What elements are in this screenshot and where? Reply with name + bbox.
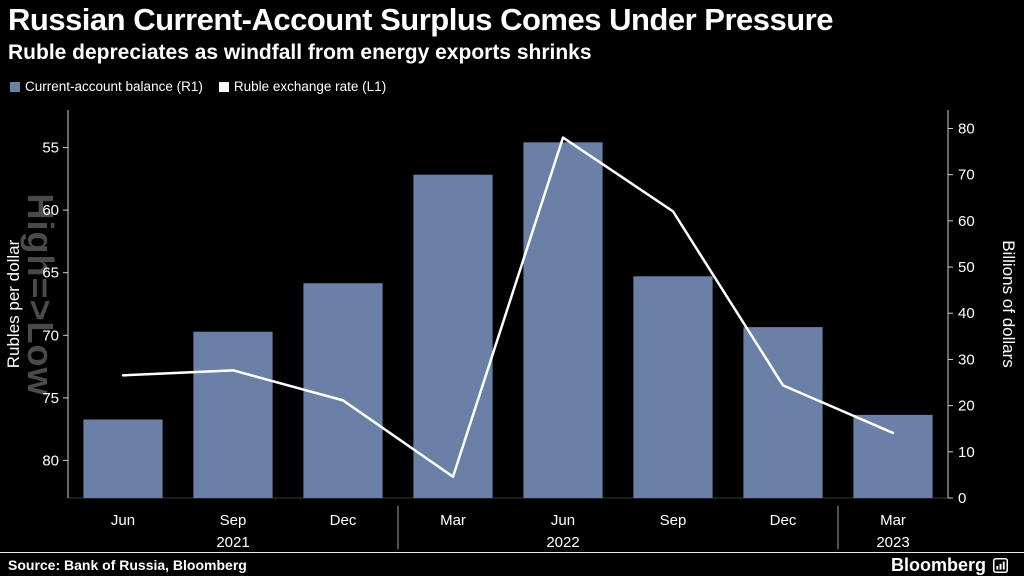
x-axis-year-2022: 2022 <box>546 534 579 551</box>
right-axis-tick-label: 50 <box>958 259 975 276</box>
left-axis-tick-label: 70 <box>42 327 59 344</box>
left-axis-tick-label: 80 <box>42 452 59 469</box>
bar-mar-3 <box>413 174 493 498</box>
right-axis-tick-label: 20 <box>958 398 975 415</box>
left-axis-tick-label: 75 <box>42 390 59 407</box>
bloomberg-chart-icon <box>993 558 1008 573</box>
legend-item-current-account-balance: Current-account balance (R1) <box>10 79 203 94</box>
right-axis-tick-label: 60 <box>958 213 975 230</box>
right-axis-tick-label: 80 <box>958 120 975 137</box>
bar-dec-2 <box>303 283 383 498</box>
bloomberg-wordmark: Bloomberg <box>890 555 986 575</box>
bloomberg-logo: Bloomberg <box>891 555 1008 576</box>
right-axis-tick-label: 70 <box>958 167 975 184</box>
x-axis-label-dec-2: Dec <box>330 512 357 529</box>
x-axis-label-jun-4: Jun <box>551 512 575 529</box>
bar-sep-1 <box>193 331 273 498</box>
chart-title: Russian Current-Account Surplus Comes Un… <box>8 2 833 37</box>
bar-sep-5 <box>633 276 713 498</box>
left-axis-tick-label: 65 <box>42 265 59 282</box>
x-axis-label-mar-7: Mar <box>880 512 906 529</box>
chart-subtitle: Ruble depreciates as windfall from energ… <box>8 41 592 64</box>
x-axis-label-sep-1: Sep <box>220 512 247 529</box>
right-axis-title: Billions of dollars <box>999 240 1018 368</box>
legend: Current-account balance (R1) Ruble excha… <box>10 79 386 94</box>
bar-jun-4 <box>523 142 603 499</box>
x-axis-label-dec-6: Dec <box>770 512 797 529</box>
x-axis-year-2023: 2023 <box>876 534 909 551</box>
left-axis-tick-label: 60 <box>42 202 59 219</box>
right-axis-tick-label: 10 <box>958 444 975 461</box>
right-axis-tick-label: 40 <box>958 305 975 322</box>
legend-swatch-line <box>218 81 229 92</box>
right-axis-tick-label: 30 <box>958 351 975 368</box>
legend-label-ruble-exchange-rate: Ruble exchange rate (L1) <box>233 79 387 94</box>
x-axis-label-mar-3: Mar <box>440 512 466 529</box>
source-attribution: Source: Bank of Russia, Bloomberg <box>8 557 247 573</box>
legend-label-current-account-balance: Current-account balance (R1) <box>25 79 203 94</box>
footer-divider <box>0 552 1024 553</box>
x-axis-label-sep-5: Sep <box>660 512 687 529</box>
left-axis-title: Rubles per dollar <box>4 239 23 369</box>
legend-item-ruble-exchange-rate: Ruble exchange rate (L1) <box>218 79 387 94</box>
ruble-exchange-rate-line <box>121 136 895 478</box>
bar-mar-7 <box>853 414 933 498</box>
x-axis-year-2021: 2021 <box>216 534 249 551</box>
x-axis-label-jun-0: Jun <box>111 512 135 529</box>
right-axis-tick-label: 0 <box>958 490 966 507</box>
left-axis-tick-label: 55 <box>42 140 59 157</box>
bar-jun-0 <box>83 419 163 498</box>
bar-dec-6 <box>743 327 823 498</box>
legend-swatch-bar <box>10 81 20 92</box>
